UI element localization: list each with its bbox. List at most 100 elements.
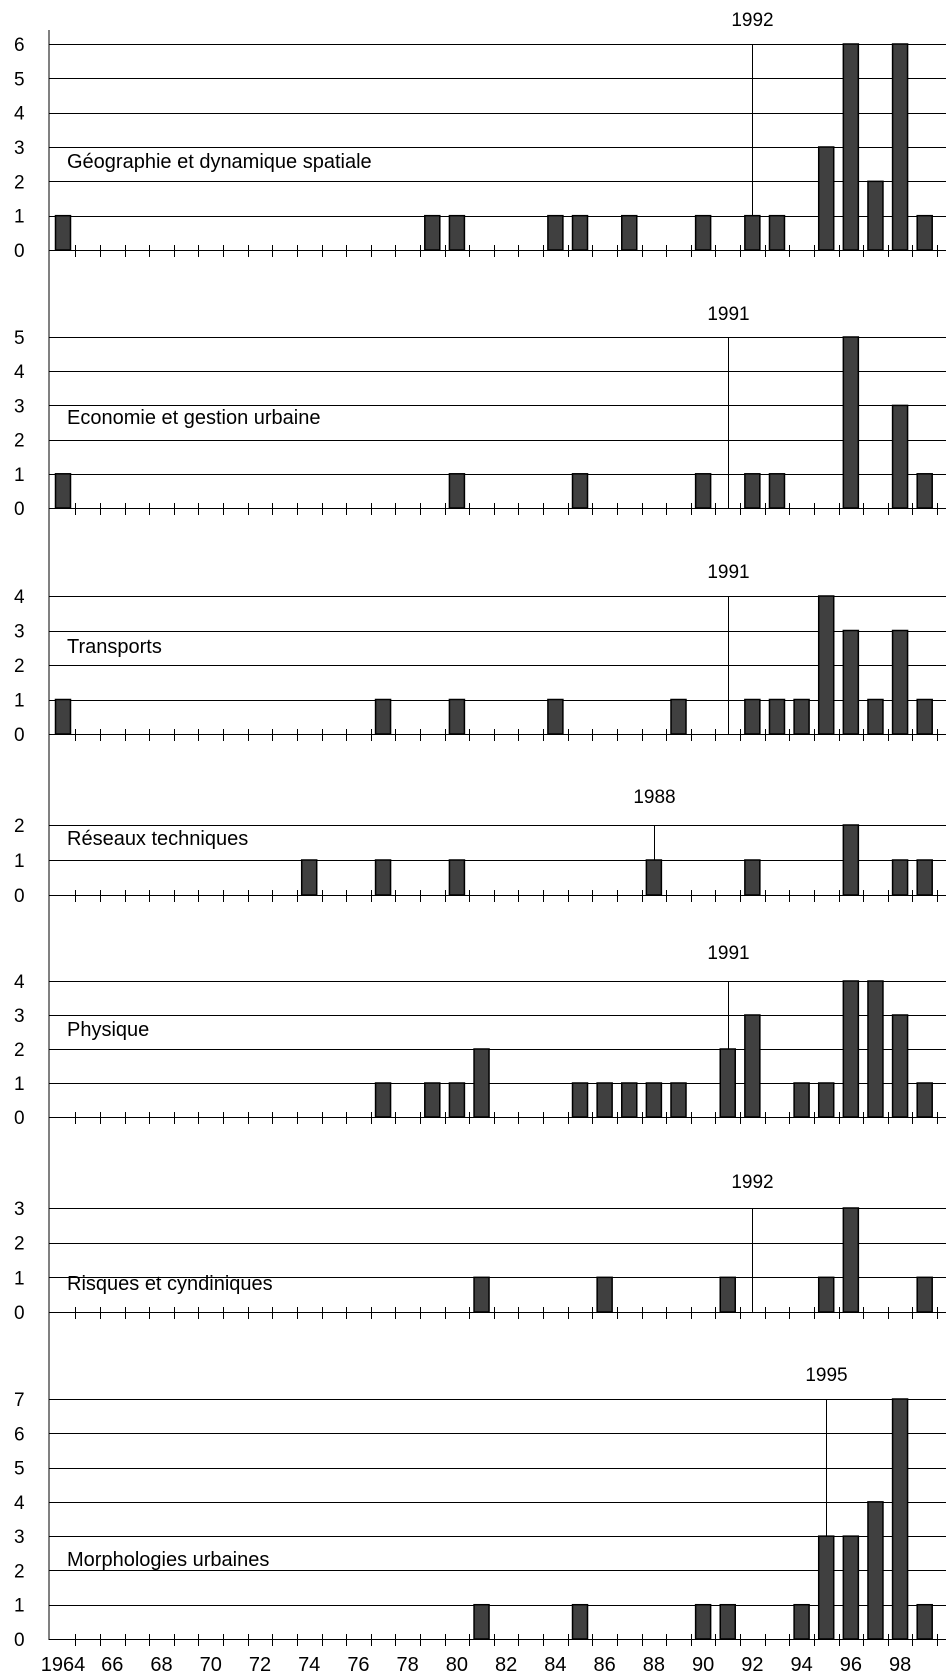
bar xyxy=(424,1082,441,1118)
y-tick-label: 2 xyxy=(14,172,25,193)
y-tick-label: 1 xyxy=(14,1268,25,1289)
chart-panels: 0 1 2 3 4 5 6 1992 Géographie et dynamique spati… xyxy=(14,10,946,1651)
panel-title: Géographie et dynamique spatiale xyxy=(67,151,372,173)
bar xyxy=(547,214,564,251)
y-tick-label: 2 xyxy=(14,656,25,677)
y-tick-label: 6 xyxy=(14,1424,25,1445)
bar xyxy=(817,146,835,251)
y-tick-label: 7 xyxy=(14,1390,25,1411)
bar xyxy=(571,1082,589,1118)
bar xyxy=(374,698,392,735)
y-tick-label: 2 xyxy=(14,431,25,452)
x-tick-label: 74 xyxy=(298,1654,320,1676)
y-tick-label: 1 xyxy=(14,851,25,872)
bar xyxy=(842,1535,860,1640)
y-tick-label: 1 xyxy=(14,465,25,486)
y-tick-label: 1 xyxy=(14,691,25,712)
x-tick-label: 78 xyxy=(397,1654,419,1676)
bar xyxy=(54,698,72,735)
panel: 0 1 2 3 4 5 1991 Economie et gestion urbaine xyxy=(14,304,946,520)
bar xyxy=(694,1603,712,1640)
y-tick-label: 4 xyxy=(14,972,25,993)
y-tick-label: 3 xyxy=(14,622,25,643)
bar xyxy=(473,1276,490,1313)
bar xyxy=(719,1048,736,1118)
x-axis-labels: 1964 66 68 70 72 74 76 78 80 82 84 86 88 90 92 94 96 98 xyxy=(41,1654,911,1676)
bar xyxy=(842,629,860,735)
bar xyxy=(744,1014,761,1118)
bar xyxy=(448,698,466,735)
bar xyxy=(744,859,761,896)
bar xyxy=(448,1082,466,1118)
y-tick-label: 3 xyxy=(14,396,25,417)
bar xyxy=(744,473,761,509)
bar xyxy=(694,473,712,509)
bar xyxy=(916,473,933,509)
bar xyxy=(596,1276,613,1313)
bar xyxy=(571,1603,589,1640)
bar xyxy=(916,1276,933,1313)
bar xyxy=(424,214,441,251)
x-tick-label: 82 xyxy=(495,1654,517,1676)
bar xyxy=(891,859,909,896)
x-tick-label: 80 xyxy=(446,1654,468,1676)
bar xyxy=(842,43,860,251)
y-tick-label: 0 xyxy=(14,499,25,520)
bar xyxy=(867,980,884,1118)
bar xyxy=(916,1603,933,1640)
x-tick-label: 90 xyxy=(692,1654,714,1676)
bar xyxy=(891,43,909,251)
panel: 0 1 2 1988 Réseaux techniques xyxy=(14,787,946,907)
panel-title: Transports xyxy=(67,636,162,658)
bar xyxy=(719,1276,736,1313)
bar xyxy=(473,1048,490,1118)
bar xyxy=(817,1276,835,1313)
bar xyxy=(817,595,835,735)
marker-label: 1992 xyxy=(731,1172,773,1193)
y-tick-label: 1 xyxy=(14,1596,25,1617)
bar xyxy=(670,1082,687,1118)
bar xyxy=(916,214,933,251)
bar xyxy=(891,1014,909,1118)
x-tick-label: 88 xyxy=(643,1654,665,1676)
x-tick-label: 72 xyxy=(249,1654,271,1676)
panel-title: Physique xyxy=(67,1019,149,1041)
y-tick-label: 3 xyxy=(14,1527,25,1548)
bar xyxy=(670,698,687,735)
marker-label: 1995 xyxy=(805,1365,847,1386)
y-tick-label: 0 xyxy=(14,241,25,262)
bar xyxy=(891,404,909,509)
y-tick-label: 5 xyxy=(14,1459,25,1480)
x-tick-label: 70 xyxy=(200,1654,222,1676)
y-tick-label: 4 xyxy=(14,587,25,608)
bar xyxy=(817,1082,835,1118)
bar xyxy=(916,698,933,735)
x-tick-label: 86 xyxy=(594,1654,616,1676)
marker-label: 1991 xyxy=(707,562,749,583)
panel: 0 1 2 3 4 5 6 1992 Géographie et dynamique spati… xyxy=(14,10,946,262)
bar xyxy=(621,1082,638,1118)
bar xyxy=(300,859,318,896)
panel: 0 1 2 3 1992 Risques et cyndiniques xyxy=(14,1172,946,1324)
bar xyxy=(374,859,392,896)
panel-title: Réseaux techniques xyxy=(67,828,248,850)
y-tick-label: 4 xyxy=(14,104,25,125)
bar xyxy=(448,214,466,251)
bar xyxy=(817,1535,835,1640)
bar xyxy=(842,1207,860,1313)
y-tick-label: 0 xyxy=(14,1303,25,1324)
y-tick-label: 3 xyxy=(14,1006,25,1027)
y-tick-label: 1 xyxy=(14,207,25,228)
x-tick-label: 84 xyxy=(544,1654,566,1676)
bar xyxy=(448,859,466,896)
bar xyxy=(768,698,786,735)
y-tick-label: 0 xyxy=(14,725,25,746)
y-tick-label: 5 xyxy=(14,328,25,349)
x-tick-label: 92 xyxy=(741,1654,763,1676)
bar xyxy=(842,336,860,509)
bar xyxy=(891,629,909,735)
bar xyxy=(842,824,860,896)
panel-title: Morphologies urbaines xyxy=(67,1549,269,1571)
y-tick-label: 5 xyxy=(14,69,25,90)
